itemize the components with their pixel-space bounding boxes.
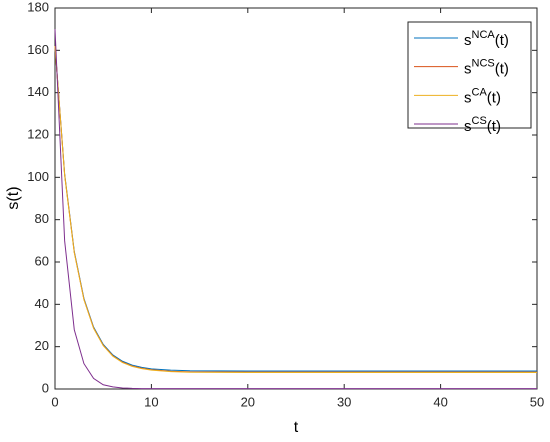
legend-label: sCS(t) xyxy=(464,115,501,135)
y-tick-label: 180 xyxy=(27,0,49,14)
y-tick-label: 0 xyxy=(42,380,49,395)
x-tick-label: 0 xyxy=(51,394,58,409)
x-tick-label: 20 xyxy=(241,394,255,409)
x-tick-label: 50 xyxy=(530,394,544,409)
x-tick-label: 40 xyxy=(433,394,447,409)
series-line xyxy=(54,29,537,390)
y-tick-label: 120 xyxy=(27,126,49,141)
legend: sNCA(t) sNCS(t) sCA(t) sCS(t) xyxy=(407,21,532,135)
legend-label: sNCA(t) xyxy=(464,29,509,49)
series-line xyxy=(54,46,537,373)
y-tick-label: 140 xyxy=(27,84,49,99)
legend-box xyxy=(407,21,532,129)
legend-label: sCA(t) xyxy=(464,86,501,106)
y-tick-label: 100 xyxy=(27,169,49,184)
x-tick-label: 10 xyxy=(144,394,158,409)
y-tick-label: 80 xyxy=(35,211,49,226)
x-axis-title: t xyxy=(294,419,299,436)
y-tick-label: 20 xyxy=(35,338,49,353)
y-tick-label: 40 xyxy=(35,296,49,311)
y-tick-label: 160 xyxy=(27,42,49,57)
y-tick-label: 60 xyxy=(35,253,49,268)
y-axis-title: s(t) xyxy=(5,186,22,209)
legend-label: sNCS(t) xyxy=(464,58,509,78)
x-tick-label: 30 xyxy=(337,394,351,409)
